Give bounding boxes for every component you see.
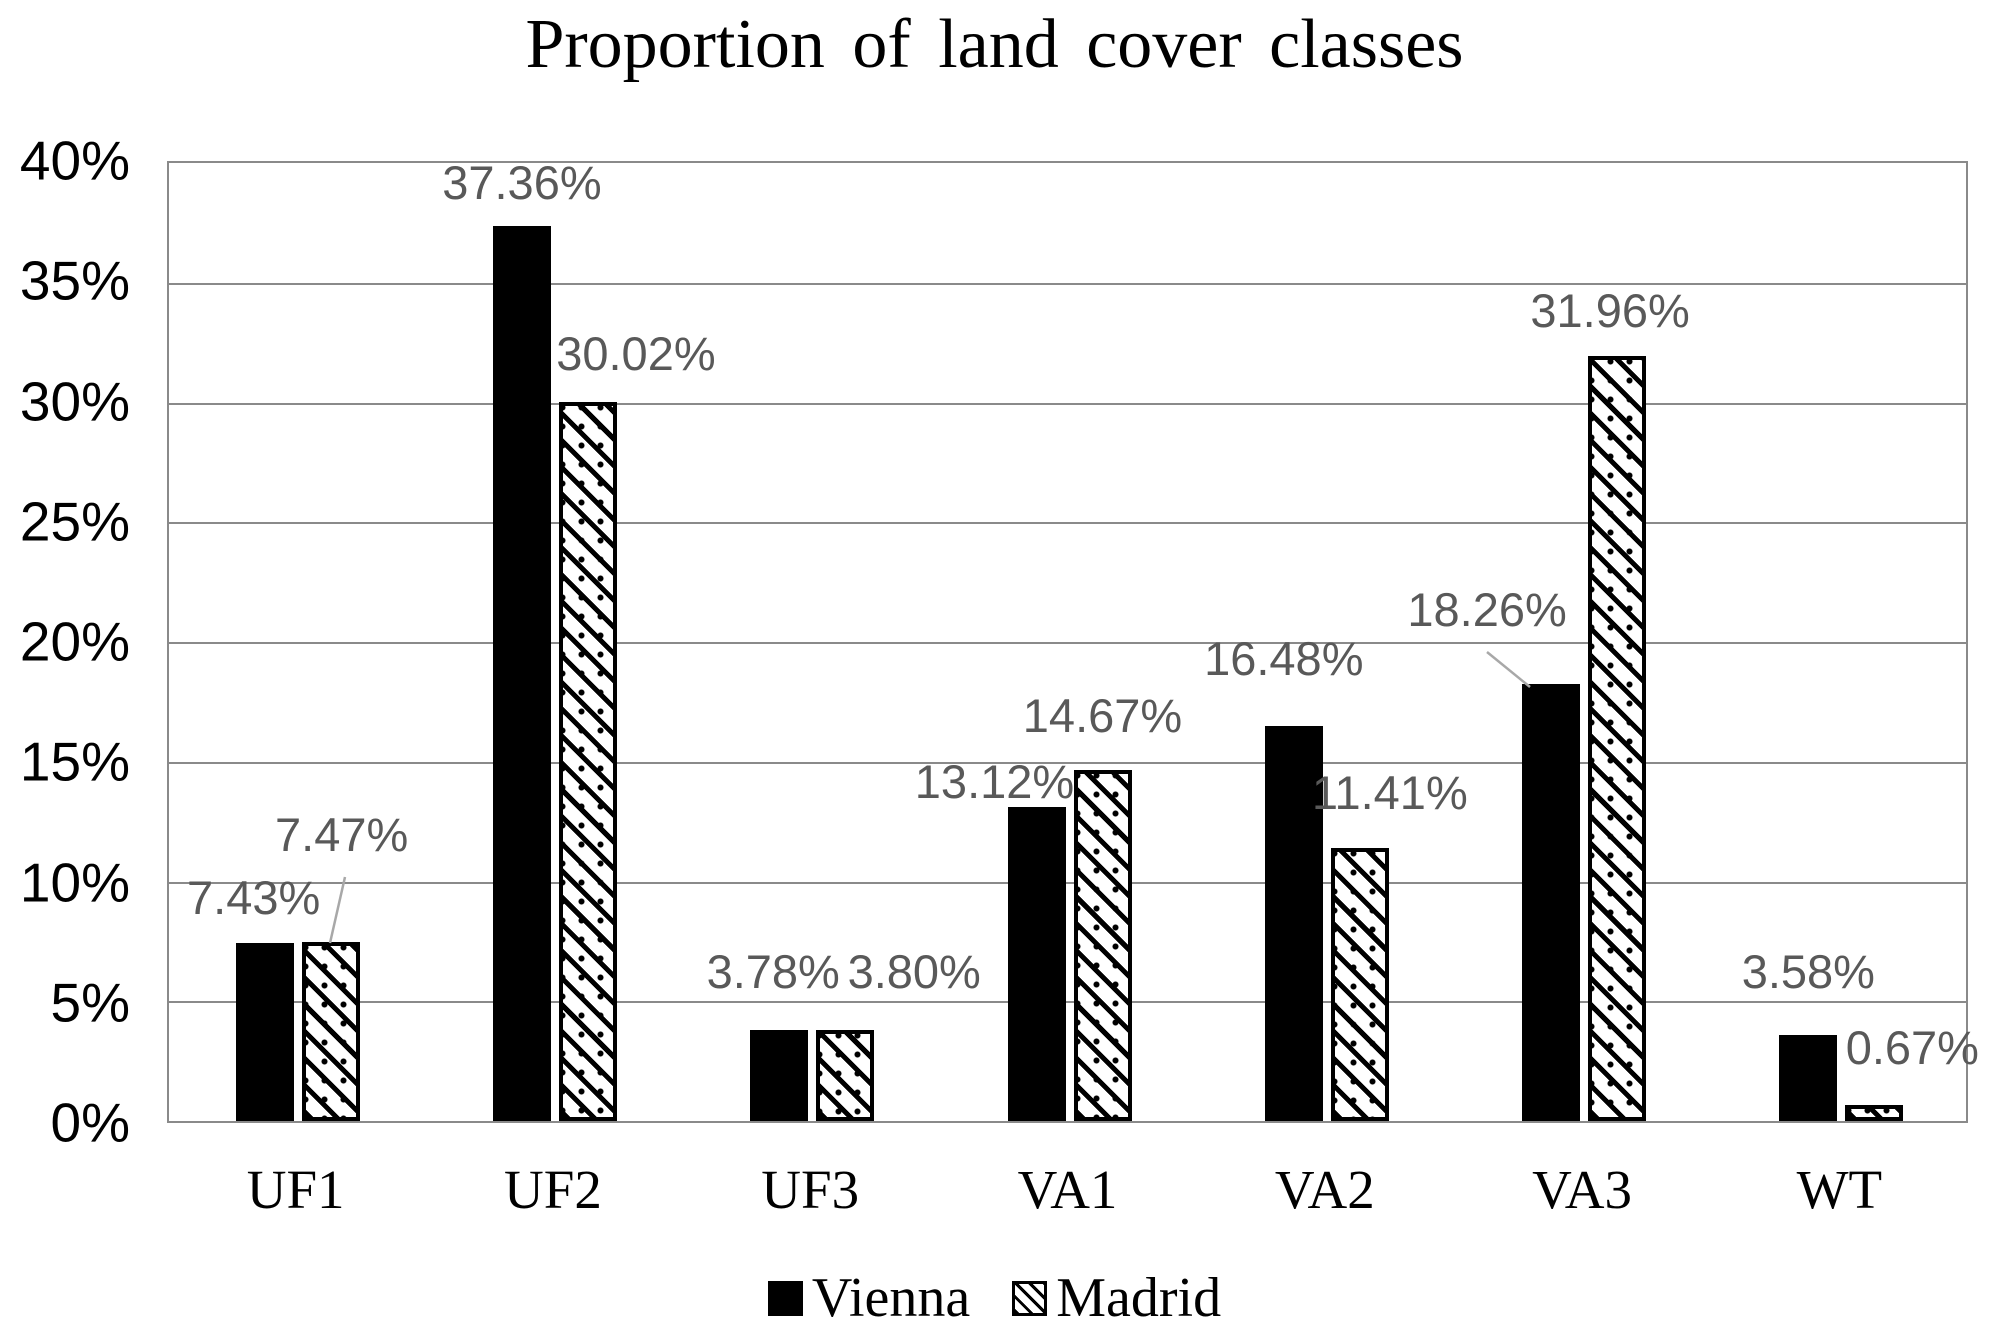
legend: Vienna Madrid <box>0 1270 1989 1326</box>
value-label-madrid-uf2: 30.02% <box>556 327 716 381</box>
value-label-madrid-va1: 14.67% <box>1022 688 1183 742</box>
bar-vienna-va1 <box>1007 806 1066 1121</box>
value-label-vienna-uf2: 37.36% <box>442 156 602 210</box>
value-label-madrid-wt: 0.67% <box>1845 1020 1979 1074</box>
bar-vienna-uf3 <box>750 1030 809 1121</box>
y-tick-label-15pct: 15% <box>19 730 130 793</box>
bar-vienna-va2 <box>1264 726 1323 1121</box>
y-tick-label-30pct: 30% <box>19 370 130 432</box>
x-tick-label-va2: VA2 <box>1274 1159 1375 1220</box>
value-label-vienna-wt: 3.58% <box>1741 945 1875 999</box>
legend-item-madrid: Madrid <box>1012 1270 1221 1326</box>
bar-madrid-wt <box>1845 1104 1904 1121</box>
y-tick-label-25pct: 25% <box>19 490 130 553</box>
bar-madrid-va3 <box>1588 355 1647 1121</box>
gridline-10pct <box>169 881 1966 884</box>
y-tick-label-40pct: 40% <box>19 129 130 192</box>
x-tick-label-wt: WT <box>1796 1159 1883 1220</box>
gridline-35pct <box>169 282 1966 285</box>
gridline-30pct <box>169 402 1966 405</box>
chart-title: Proportion of land cover classes <box>525 6 1464 83</box>
bar-madrid-uf3 <box>816 1030 875 1121</box>
bar-madrid-uf1 <box>301 942 360 1121</box>
bar-vienna-uf2 <box>492 226 551 1121</box>
legend-label-madrid: Madrid <box>1056 1267 1222 1329</box>
y-tick-label-10pct: 10% <box>19 851 130 913</box>
y-tick-label-5pct: 5% <box>50 971 131 1034</box>
x-tick-label-uf1: UF1 <box>246 1159 345 1220</box>
bar-madrid-va2 <box>1330 847 1389 1121</box>
gridline-15pct <box>169 761 1966 764</box>
x-tick-label-uf2: UF2 <box>504 1159 602 1220</box>
gridline-5pct <box>169 1001 1966 1004</box>
legend-swatch-vienna <box>767 1280 803 1316</box>
value-label-madrid-va3: 31.96% <box>1530 283 1690 337</box>
value-label-vienna-va3: 18.26% <box>1407 582 1567 636</box>
value-label-madrid-va2: 11.41% <box>1311 765 1468 819</box>
x-tick-label-uf3: UF3 <box>761 1159 860 1220</box>
value-label-vienna-va2: 16.48% <box>1204 632 1364 686</box>
y-tick-label-20pct: 20% <box>19 610 130 673</box>
plot-area: 7.43% 7.47% 37.36% 30.02% 3.78% 3.80% 13.12% 14… <box>167 156 1979 1123</box>
bar-vienna-uf1 <box>235 943 294 1121</box>
y-tick-label-35pct: 35% <box>19 249 130 312</box>
bar-vienna-wt <box>1779 1035 1838 1121</box>
x-tick-label-va3: VA3 <box>1532 1159 1632 1220</box>
bar-vienna-va3 <box>1522 683 1581 1121</box>
value-label-vienna-uf3: 3.78% <box>706 945 840 999</box>
bar-madrid-uf2 <box>558 402 617 1121</box>
gridline-25pct <box>169 522 1966 525</box>
gridline-20pct <box>169 642 1966 644</box>
x-tick-label-va1: VA1 <box>1017 1159 1118 1220</box>
value-label-vienna-va1: 13.12% <box>914 754 1075 808</box>
bar-madrid-va1 <box>1073 769 1132 1121</box>
value-label-vienna-uf1: 7.43% <box>187 871 321 925</box>
value-label-madrid-uf3: 3.80% <box>847 945 981 998</box>
legend-item-vienna: Vienna <box>767 1267 971 1329</box>
value-label-madrid-uf1: 7.47% <box>275 808 409 862</box>
y-tick-label-0pct: 0% <box>50 1091 131 1154</box>
legend-swatch-madrid <box>1012 1280 1048 1316</box>
legend-label-vienna: Vienna <box>811 1267 971 1329</box>
